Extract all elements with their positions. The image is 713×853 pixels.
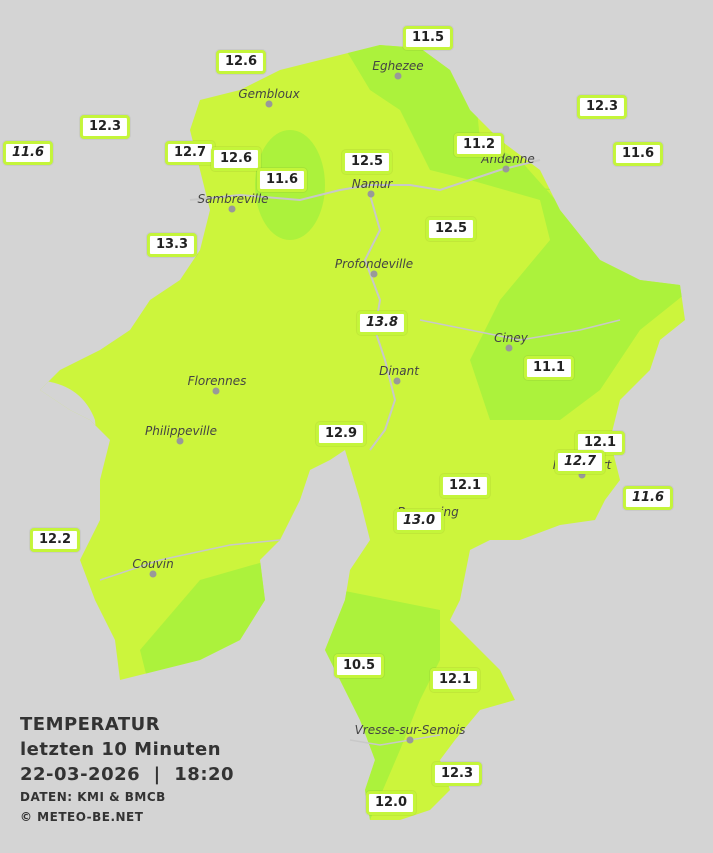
city-name: Philippeville [145,424,217,438]
station-label: 12.3 [79,115,131,139]
title-line: TEMPERATUR [20,714,161,735]
city-name: Dinant [379,364,419,378]
station-label: 13.8 [356,311,408,335]
city-dot [578,471,586,479]
station-label: 12.1 [429,668,481,692]
credit: © METEO-BE.NET [20,810,144,824]
city-dot [228,205,236,213]
station-label: 12.1 [439,474,491,498]
city-name: Ciney [494,331,528,345]
station-label: 11.1 [523,356,575,380]
station-label: 12.7 [554,450,606,474]
station-label: 11.5 [402,26,454,50]
station-label: 13.3 [146,233,198,257]
station-label: 11.6 [256,168,308,192]
station-label: 12.7 [164,141,216,165]
station-label: 12.3 [576,95,628,119]
station-label: 11.6 [612,142,664,166]
station-label: 12.5 [425,217,477,241]
station-label: 11.2 [453,133,505,157]
station-label: 12.6 [215,50,267,74]
station-label: 12.3 [431,762,483,786]
station-label: 12.5 [341,150,393,174]
station-label: 12.0 [365,791,417,815]
station-label: 11.6 [622,486,674,510]
legend: TEMPERATUR letzten 10 Minuten 22-03-2026… [20,712,234,827]
station-label: 11.6 [2,141,54,165]
city-dot [394,72,402,80]
city-dot [505,344,513,352]
city-dot [502,165,510,173]
station-label: 13.0 [393,509,445,533]
city-dot [265,100,273,108]
city-name: Florennes [187,374,247,388]
river [99,539,281,581]
cool-zone [140,560,270,690]
city-name: Vresse-sur-Semois [354,723,466,737]
city-name: Couvin [132,557,174,571]
city-name: Profondeville [334,257,414,271]
station-label: 12.9 [315,422,367,446]
city-dot [149,570,157,578]
city-name: Eghezee [372,59,424,73]
city-name: Namur [351,177,393,191]
city-dot [367,190,375,198]
station-label: 12.6 [210,147,262,171]
city-name: Sambreville [197,192,269,206]
station-label: 12.2 [29,528,81,552]
city-dot [176,437,184,445]
credit: DATEN: KMI & BMCB [20,790,166,804]
city-dot [406,736,414,744]
river [419,319,621,341]
title-line: 22-03-2026 | 18:20 [20,764,235,785]
city-dot [212,387,220,395]
city-name: Gembloux [238,87,300,101]
title-line: letzten 10 Minuten [20,739,222,760]
city-dot [393,377,401,385]
river [349,734,441,746]
city-dot [370,270,378,278]
river [189,159,541,202]
station-label: 10.5 [333,654,385,678]
